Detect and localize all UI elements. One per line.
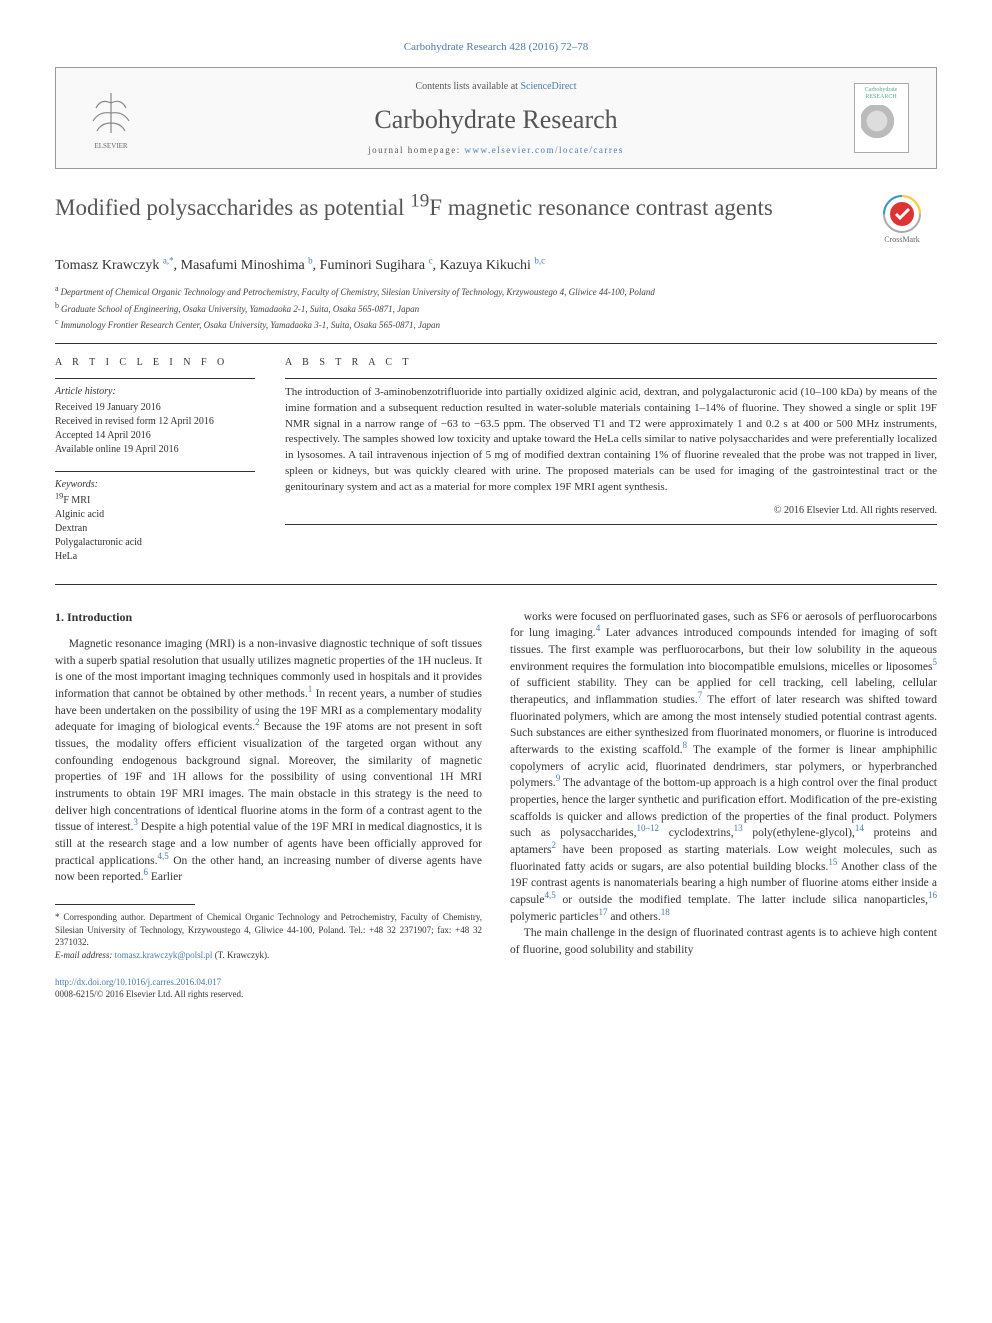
ref-10-12[interactable]: 10–12	[636, 824, 659, 834]
body-column-left: 1. Introduction Magnetic resonance imagi…	[55, 609, 482, 1001]
author-list: Tomasz Krawczyk a,*, Masafumi Minoshima …	[55, 256, 937, 276]
affiliation-b: Graduate School of Engineering, Osaka Un…	[61, 304, 419, 314]
history-accepted: Accepted 14 April 2016	[55, 429, 255, 443]
doi-link[interactable]: http://dx.doi.org/10.1016/j.carres.2016.…	[55, 976, 482, 989]
intro-heading: 1. Introduction	[55, 609, 482, 626]
homepage-url-link[interactable]: www.elsevier.com/locate/carres	[465, 145, 624, 155]
ref-16[interactable]: 16	[928, 890, 937, 900]
intro-paragraph: Magnetic resonance imaging (MRI) is a no…	[55, 636, 482, 886]
crossmark-badge[interactable]: CrossMark	[867, 194, 937, 245]
keywords-label: Keywords:	[55, 478, 255, 492]
article-title: Modified polysaccharides as potential 19…	[55, 194, 867, 223]
article-info-heading: A R T I C L E I N F O	[55, 356, 255, 370]
ref-13[interactable]: 13	[734, 824, 743, 834]
body-column-right: works were focused on perfluorinated gas…	[510, 609, 937, 1001]
contents-available: Contents lists available at ScienceDirec…	[151, 80, 841, 94]
ref-4-5[interactable]: 4,5	[158, 851, 169, 861]
ref-18[interactable]: 18	[661, 907, 670, 917]
email-link[interactable]: tomasz.krawczyk@polsl.pl	[115, 950, 213, 960]
journal-homepage: journal homepage: www.elsevier.com/locat…	[151, 144, 841, 157]
history-revised: Received in revised form 12 April 2016	[55, 415, 255, 429]
abstract-heading: A B S T R A C T	[285, 356, 937, 370]
keyword-4: Polygalacturonic acid	[55, 536, 255, 550]
affiliation-a: Department of Chemical Organic Technolog…	[61, 287, 655, 297]
crossmark-label: CrossMark	[884, 234, 920, 245]
sciencedirect-link[interactable]: ScienceDirect	[520, 81, 576, 92]
title-post: F magnetic resonance contrast agents	[429, 195, 773, 220]
rule-top	[55, 343, 937, 344]
cover-title: Carbohydrate RESEARCH	[858, 87, 905, 100]
email-who: (T. Krawczyk).	[212, 950, 269, 960]
homepage-prefix: journal homepage:	[368, 145, 464, 155]
doi-block: http://dx.doi.org/10.1016/j.carres.2016.…	[55, 976, 482, 1001]
affiliations: aDepartment of Chemical Organic Technolo…	[55, 283, 937, 333]
author-1-aff: a,*	[163, 255, 174, 265]
svg-text:ELSEVIER: ELSEVIER	[94, 142, 127, 150]
rule-bottom	[55, 584, 937, 585]
author-4: , Kazuya Kikuchi	[433, 258, 535, 273]
keywords-block: Keywords: 19F MRI Alginic acid Dextran P…	[55, 478, 255, 564]
history-received: Received 19 January 2016	[55, 401, 255, 415]
issn-copyright: 0008-6215/© 2016 Elsevier Ltd. All right…	[55, 988, 482, 1001]
footnote-corr: * Corresponding author. Department of Ch…	[55, 911, 482, 949]
cover-image	[861, 105, 901, 145]
journal-title: Carbohydrate Research	[151, 102, 841, 138]
keyword-5: HeLa	[55, 550, 255, 564]
history-label: Article history:	[55, 385, 255, 399]
author-2: , Masafumi Minoshima	[174, 258, 309, 273]
author-1: Tomasz Krawczyk	[55, 258, 163, 273]
keyword-1: 19F MRI	[55, 494, 255, 508]
affiliation-c: Immunology Frontier Research Center, Osa…	[61, 320, 440, 330]
article-history: Article history: Received 19 January 201…	[55, 385, 255, 457]
col2-paragraph-2: The main challenge in the design of fluo…	[510, 925, 937, 958]
ref-4-5b[interactable]: 4,5	[544, 890, 555, 900]
keyword-3: Dextran	[55, 522, 255, 536]
ref-14[interactable]: 14	[855, 824, 864, 834]
title-pre: Modified polysaccharides as potential	[55, 195, 410, 220]
abstract-column: A B S T R A C T The introduction of 3-am…	[285, 356, 937, 578]
ref-5[interactable]: 5	[933, 657, 938, 667]
article-info-column: A R T I C L E I N F O Article history: R…	[55, 356, 255, 578]
keyword-2: Alginic acid	[55, 508, 255, 522]
author-3: , Fuminori Sugihara	[313, 258, 429, 273]
contents-prefix: Contents lists available at	[415, 81, 520, 92]
footnote-rule	[55, 904, 195, 905]
corresponding-author-footnote: * Corresponding author. Department of Ch…	[55, 911, 482, 961]
journal-cover: Carbohydrate RESEARCH	[841, 78, 921, 158]
header-center: Contents lists available at ScienceDirec…	[151, 80, 841, 157]
page-container: Carbohydrate Research 428 (2016) 72–78 E…	[0, 0, 992, 1031]
abstract-copyright: © 2016 Elsevier Ltd. All rights reserved…	[285, 504, 937, 518]
col2-paragraph-1: works were focused on perfluorinated gas…	[510, 609, 937, 926]
elsevier-logo: ELSEVIER	[71, 78, 151, 158]
journal-reference: Carbohydrate Research 428 (2016) 72–78	[55, 40, 937, 55]
author-4-aff: b,c	[534, 255, 545, 265]
email-label: E-mail address:	[55, 950, 115, 960]
history-online: Available online 19 April 2016	[55, 443, 255, 457]
journal-header: ELSEVIER Contents lists available at Sci…	[55, 67, 937, 169]
title-sup: 19	[410, 191, 429, 212]
body-columns: 1. Introduction Magnetic resonance imagi…	[55, 609, 937, 1001]
abstract-text: The introduction of 3-aminobenzotrifluor…	[285, 385, 937, 497]
